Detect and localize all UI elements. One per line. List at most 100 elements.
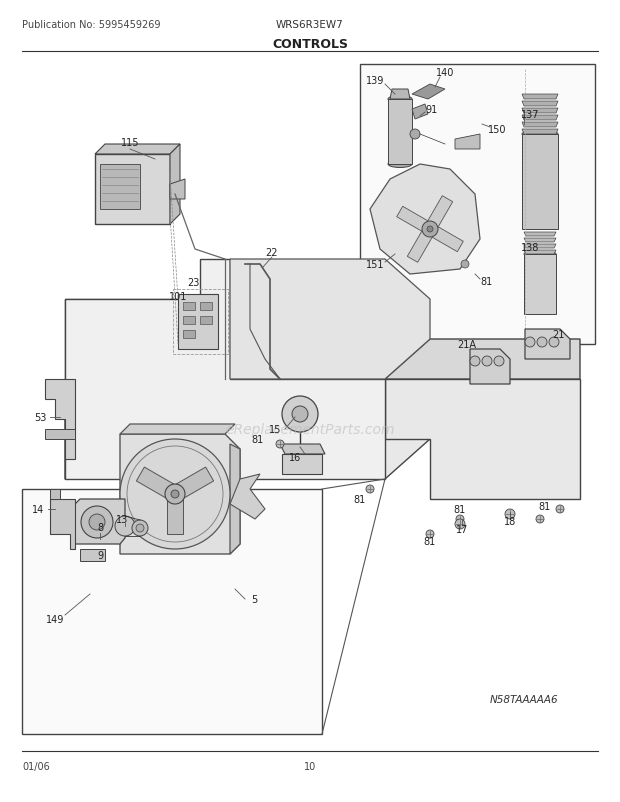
Polygon shape xyxy=(385,379,580,500)
Circle shape xyxy=(276,440,284,448)
Polygon shape xyxy=(525,330,570,359)
Text: 16: 16 xyxy=(289,452,301,463)
Polygon shape xyxy=(522,95,558,100)
Text: 151: 151 xyxy=(366,260,384,269)
Polygon shape xyxy=(522,115,558,121)
Circle shape xyxy=(461,261,469,269)
Text: eReplacementParts.com: eReplacementParts.com xyxy=(225,423,395,436)
Ellipse shape xyxy=(388,161,412,168)
Polygon shape xyxy=(45,379,75,460)
Circle shape xyxy=(536,516,544,524)
Text: 101: 101 xyxy=(169,292,187,302)
Text: 23: 23 xyxy=(187,277,199,288)
Text: 22: 22 xyxy=(266,248,278,257)
Circle shape xyxy=(165,484,185,504)
Polygon shape xyxy=(45,429,75,439)
Circle shape xyxy=(292,407,308,423)
Polygon shape xyxy=(425,196,453,233)
Text: 150: 150 xyxy=(488,125,507,135)
Text: 81: 81 xyxy=(424,537,436,546)
Circle shape xyxy=(426,530,434,538)
Bar xyxy=(100,164,140,210)
Text: 138: 138 xyxy=(521,243,539,253)
Polygon shape xyxy=(50,489,60,500)
Polygon shape xyxy=(370,164,480,274)
Text: 137: 137 xyxy=(521,110,539,119)
Polygon shape xyxy=(65,300,200,399)
Circle shape xyxy=(525,338,535,347)
Polygon shape xyxy=(65,399,430,480)
Polygon shape xyxy=(280,444,325,455)
Circle shape xyxy=(89,514,105,530)
Text: Publication No: 5995459269: Publication No: 5995459269 xyxy=(22,20,161,30)
Bar xyxy=(173,290,228,354)
Polygon shape xyxy=(522,135,558,229)
Bar xyxy=(360,65,595,345)
Circle shape xyxy=(455,520,465,529)
Polygon shape xyxy=(412,105,428,119)
Polygon shape xyxy=(524,251,556,255)
Text: 9: 9 xyxy=(97,550,103,561)
Circle shape xyxy=(505,509,515,520)
Text: 21: 21 xyxy=(552,330,564,339)
Circle shape xyxy=(427,227,433,233)
Circle shape xyxy=(81,506,113,538)
Text: 18: 18 xyxy=(504,516,516,526)
Text: WRS6R3EW7: WRS6R3EW7 xyxy=(276,20,344,30)
Circle shape xyxy=(171,490,179,498)
Circle shape xyxy=(470,357,480,367)
Polygon shape xyxy=(455,135,480,150)
Polygon shape xyxy=(170,180,185,200)
Text: 14: 14 xyxy=(32,504,44,514)
Polygon shape xyxy=(75,500,125,545)
Polygon shape xyxy=(412,85,445,100)
Text: 01/06: 01/06 xyxy=(22,761,50,771)
Text: N58TAAAAA6: N58TAAAAA6 xyxy=(490,695,559,704)
Text: 81: 81 xyxy=(454,504,466,514)
Circle shape xyxy=(456,516,464,524)
Text: 8: 8 xyxy=(97,522,103,533)
Bar xyxy=(183,317,195,325)
Circle shape xyxy=(482,357,492,367)
Bar xyxy=(80,549,105,561)
Text: 81: 81 xyxy=(481,277,493,286)
Ellipse shape xyxy=(388,96,412,103)
Bar xyxy=(282,455,322,475)
Bar xyxy=(178,294,218,350)
Bar xyxy=(183,302,195,310)
Polygon shape xyxy=(390,90,410,100)
Text: 10: 10 xyxy=(304,761,316,771)
Text: 21A: 21A xyxy=(458,339,477,350)
Bar xyxy=(22,489,322,734)
Polygon shape xyxy=(136,468,179,501)
Text: 149: 149 xyxy=(46,614,64,624)
Polygon shape xyxy=(171,468,214,501)
Polygon shape xyxy=(120,435,240,554)
Polygon shape xyxy=(522,102,558,107)
Polygon shape xyxy=(522,130,558,135)
Text: 53: 53 xyxy=(34,412,46,423)
Bar xyxy=(183,330,195,338)
Polygon shape xyxy=(470,350,510,384)
Polygon shape xyxy=(524,255,556,314)
Polygon shape xyxy=(407,227,435,263)
Text: 5: 5 xyxy=(251,594,257,604)
Polygon shape xyxy=(230,260,430,379)
Text: CONTROLS: CONTROLS xyxy=(272,38,348,51)
Circle shape xyxy=(494,357,504,367)
Text: 81: 81 xyxy=(354,494,366,504)
Circle shape xyxy=(282,396,318,432)
Polygon shape xyxy=(65,260,385,480)
Circle shape xyxy=(132,520,148,537)
Text: 139: 139 xyxy=(366,76,384,86)
Polygon shape xyxy=(120,424,235,435)
Circle shape xyxy=(549,338,559,347)
Polygon shape xyxy=(95,155,170,225)
Text: 81: 81 xyxy=(252,435,264,444)
Polygon shape xyxy=(522,109,558,114)
Polygon shape xyxy=(95,145,180,155)
Bar xyxy=(200,317,212,325)
Polygon shape xyxy=(397,207,433,235)
Polygon shape xyxy=(522,123,558,128)
Circle shape xyxy=(556,505,564,513)
